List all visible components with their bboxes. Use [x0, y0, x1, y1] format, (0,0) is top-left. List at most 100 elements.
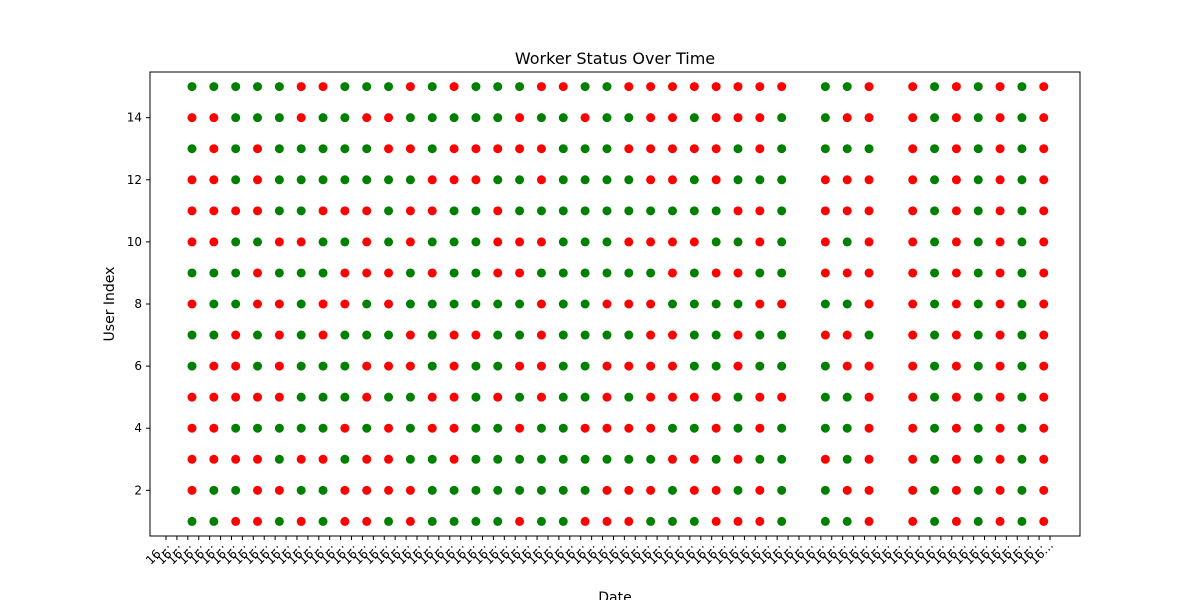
- point-green: [733, 299, 743, 309]
- point-green: [930, 485, 940, 495]
- point-green: [274, 516, 284, 526]
- point-red: [427, 423, 437, 433]
- point-red: [209, 361, 219, 371]
- point-red: [624, 361, 634, 371]
- point-green: [755, 330, 765, 340]
- point-green: [1017, 82, 1027, 92]
- point-red: [995, 113, 1005, 123]
- point-red: [318, 206, 328, 216]
- point-green: [318, 392, 328, 402]
- point-green: [930, 361, 940, 371]
- point-green: [973, 299, 983, 309]
- point-red: [667, 268, 677, 278]
- point-red: [711, 113, 721, 123]
- point-green: [1017, 516, 1027, 526]
- point-green: [842, 454, 852, 464]
- point-red: [515, 516, 525, 526]
- point-green: [274, 454, 284, 464]
- point-red: [820, 206, 830, 216]
- point-red: [667, 330, 677, 340]
- point-green: [777, 237, 787, 247]
- point-green: [842, 423, 852, 433]
- point-red: [384, 485, 394, 495]
- point-green: [536, 206, 546, 216]
- point-green: [1017, 423, 1027, 433]
- point-green: [493, 423, 503, 433]
- point-red: [951, 175, 961, 185]
- point-green: [689, 516, 699, 526]
- point-red: [602, 361, 612, 371]
- point-red: [1039, 144, 1049, 154]
- point-green: [602, 237, 612, 247]
- point-green: [405, 268, 415, 278]
- data-points: [187, 82, 1049, 526]
- point-red: [405, 485, 415, 495]
- point-red: [340, 423, 350, 433]
- point-red: [340, 485, 350, 495]
- point-green: [449, 299, 459, 309]
- point-green: [646, 206, 656, 216]
- point-red: [274, 392, 284, 402]
- point-green: [1017, 392, 1027, 402]
- point-green: [1017, 206, 1027, 216]
- point-green: [558, 206, 568, 216]
- point-red: [667, 175, 677, 185]
- point-green: [689, 206, 699, 216]
- point-red: [362, 113, 372, 123]
- point-green: [384, 237, 394, 247]
- point-red: [864, 454, 874, 464]
- point-red: [842, 330, 852, 340]
- point-green: [864, 330, 874, 340]
- point-red: [209, 175, 219, 185]
- point-red: [755, 485, 765, 495]
- point-red: [231, 392, 241, 402]
- point-red: [908, 516, 918, 526]
- point-green: [231, 82, 241, 92]
- point-red: [187, 299, 197, 309]
- point-red: [493, 268, 503, 278]
- point-green: [558, 268, 568, 278]
- point-red: [536, 175, 546, 185]
- point-red: [951, 392, 961, 402]
- point-red: [842, 268, 852, 278]
- point-red: [755, 113, 765, 123]
- point-red: [755, 206, 765, 216]
- point-red: [755, 299, 765, 309]
- point-green: [973, 82, 983, 92]
- point-green: [274, 82, 284, 92]
- point-green: [515, 175, 525, 185]
- point-green: [580, 392, 590, 402]
- point-green: [930, 268, 940, 278]
- point-green: [689, 423, 699, 433]
- point-red: [384, 299, 394, 309]
- point-red: [995, 516, 1005, 526]
- point-red: [318, 330, 328, 340]
- y-tick-label: 12: [127, 173, 142, 187]
- point-red: [493, 237, 503, 247]
- point-green: [362, 175, 372, 185]
- point-green: [580, 206, 590, 216]
- point-green: [842, 82, 852, 92]
- point-green: [209, 299, 219, 309]
- point-green: [231, 423, 241, 433]
- point-red: [449, 423, 459, 433]
- point-green: [711, 330, 721, 340]
- point-green: [602, 454, 612, 464]
- point-red: [908, 82, 918, 92]
- point-green: [1017, 175, 1027, 185]
- point-green: [515, 485, 525, 495]
- point-green: [667, 516, 677, 526]
- point-green: [733, 392, 743, 402]
- point-red: [296, 516, 306, 526]
- point-red: [253, 299, 263, 309]
- point-red: [624, 299, 634, 309]
- point-red: [384, 144, 394, 154]
- point-red: [187, 237, 197, 247]
- point-red: [711, 175, 721, 185]
- y-tick-label: 14: [127, 111, 142, 125]
- point-red: [253, 516, 263, 526]
- point-red: [602, 299, 612, 309]
- point-green: [231, 485, 241, 495]
- point-green: [209, 82, 219, 92]
